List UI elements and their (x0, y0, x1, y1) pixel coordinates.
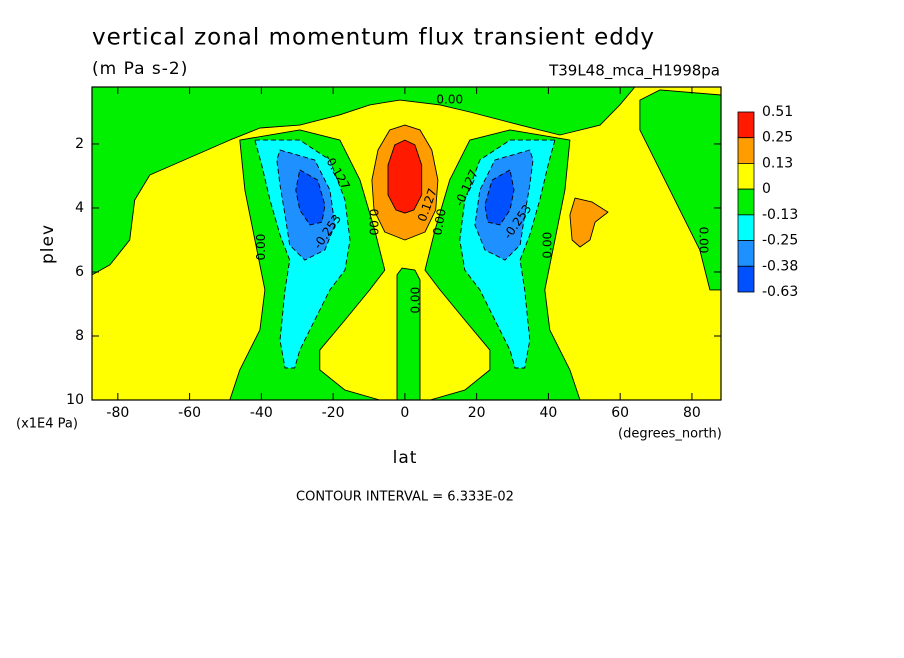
contour-label: 0.00 (409, 287, 423, 314)
colorbar-label: 0 (762, 181, 771, 197)
x-tick-label: -80 (106, 405, 129, 421)
y-axis-unit: (x1E4 Pa) (16, 417, 78, 432)
colorbar-label: -0.38 (762, 258, 798, 274)
colorbar-box (737, 111, 755, 139)
x-tick-label: 80 (683, 405, 701, 421)
contour-label: 0.00 (697, 227, 711, 254)
contour-region (639, 89, 721, 291)
colorbar-label: 0.51 (762, 104, 793, 120)
colorbar-label: -0.25 (762, 233, 798, 249)
colorbar-box (737, 188, 755, 216)
contour-region (387, 139, 423, 214)
contour-region (92, 87, 636, 276)
overlay: -80 -60 -40 -20 0 20 40 60 80 2 4 6 8 10 0.51 0.25 0.13 0… (66, 86, 798, 421)
y-tick-label: 8 (75, 328, 84, 344)
contour-label: 0.00 (430, 208, 448, 237)
y-tick-label: 6 (75, 264, 84, 280)
chart-title: vertical zonal momentum flux transient e… (92, 25, 655, 51)
colorbar-label: -0.13 (762, 207, 798, 223)
y-axis-label: plev (38, 224, 58, 264)
contour-label: 0.00 (254, 234, 268, 261)
colorbar-label: 0.13 (762, 155, 793, 171)
colorbar-box (737, 240, 755, 267)
colorbar-box (737, 265, 755, 293)
x-axis-unit: (degrees_north) (618, 427, 722, 442)
x-tick-label: 40 (539, 405, 557, 421)
dataset-label: T39L48_mca_H1998pa (548, 62, 720, 81)
y-tick-label: 10 (66, 392, 84, 408)
x-tick-label: -60 (178, 405, 201, 421)
x-tick-label: 20 (468, 405, 486, 421)
x-tick-label: -20 (322, 405, 345, 421)
x-axis-label: lat (393, 448, 418, 468)
contour-region (295, 169, 326, 226)
contour-label: 0.00 (541, 232, 555, 259)
y-tick-label: 4 (75, 200, 84, 216)
contour-label: 0.00 (436, 93, 463, 107)
x-tick-label: -40 (250, 405, 273, 421)
colorbar-box (737, 214, 755, 241)
y-tick-label: 2 (75, 136, 84, 152)
contour-region (484, 169, 515, 226)
colorbar-label: -0.63 (762, 284, 798, 300)
colorbar-box (737, 137, 755, 164)
x-tick-label: 60 (611, 405, 629, 421)
contour-label: 0.00 (366, 209, 380, 236)
chart-subtitle: (m Pa s-2) (92, 59, 188, 79)
colorbar-box (737, 163, 755, 190)
x-tick-label: 0 (400, 405, 409, 421)
colorbar-label: 0.25 (762, 130, 793, 146)
contour-region (396, 267, 421, 400)
footnote: CONTOUR INTERVAL = 6.333E-02 (296, 490, 514, 505)
contour-region (569, 197, 609, 248)
plot-frame (91, 86, 722, 401)
